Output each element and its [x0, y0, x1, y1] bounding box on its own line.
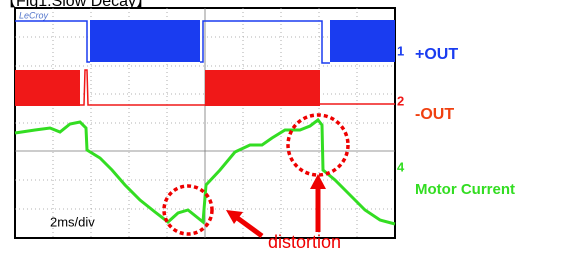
figure: 【Fig1:Slow Decay】 LeCroy 1 2 4 +OUT -OUT…	[0, 0, 572, 253]
page: 【Fig1:Slow Decay】 LeCroy 1 2 4 +OUT -OUT…	[0, 0, 572, 253]
channel-number: 2	[397, 93, 404, 108]
channel-label: +OUT	[415, 46, 458, 63]
timebase-label: 2ms/div	[50, 214, 95, 229]
channel-label: Motor Current	[415, 181, 515, 198]
channel-number: 1	[397, 43, 404, 58]
scope-brand: LeCroy	[19, 10, 49, 20]
channel-number: 4	[397, 159, 405, 174]
channel-label: -OUT	[415, 106, 454, 123]
annotation-text: distortion	[268, 232, 341, 252]
